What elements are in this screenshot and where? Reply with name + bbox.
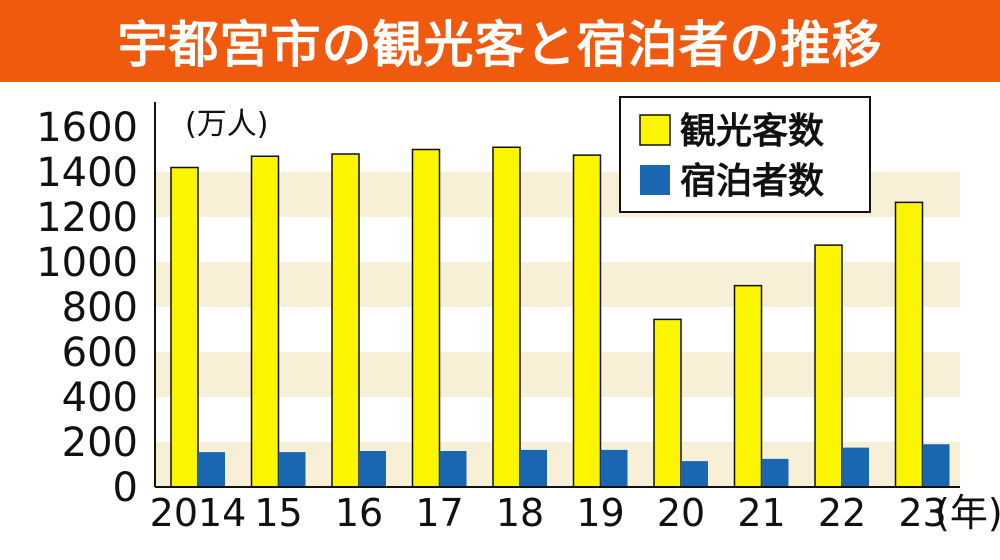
y-tick-label: 800 — [62, 285, 138, 331]
x-tick-label: 19 — [576, 491, 624, 535]
chart-title: 宇都宮市の観光客と宿泊者の推移 — [117, 16, 883, 74]
bar-overnight — [681, 461, 708, 487]
bar-tourists — [894, 201, 924, 488]
x-tick-label: 18 — [496, 491, 544, 535]
bar-overnight — [439, 451, 467, 487]
y-tick-label: 200 — [62, 420, 138, 466]
bar-tourists — [411, 148, 441, 488]
x-tick-label: 23 — [898, 491, 946, 535]
bars — [170, 146, 950, 488]
x-tick-label: 17 — [415, 491, 463, 535]
bar-overnight — [278, 452, 306, 487]
y-tick-label: 400 — [62, 375, 138, 421]
bar-tourists — [492, 146, 521, 488]
bar-tourists — [814, 244, 843, 488]
bar-overnight — [922, 444, 950, 487]
bar-tourists — [170, 166, 199, 488]
y-tick-label: 0 — [113, 465, 138, 511]
legend: 観光客数 宿泊者数 — [619, 96, 871, 213]
bar-tourists — [733, 284, 763, 488]
y-tick-label: 1600 — [36, 105, 138, 151]
bar-tourists — [331, 153, 360, 488]
bar-overnight — [842, 447, 869, 487]
legend-label-tourists: 観光客数 — [680, 111, 824, 152]
bar-overnight — [520, 449, 547, 487]
y-tick-label: 1400 — [36, 150, 138, 196]
legend-label-overnight: 宿泊者数 — [680, 161, 824, 202]
x-tick-label: 22 — [818, 491, 866, 535]
y-tick-label: 600 — [62, 330, 138, 376]
bar-overnight — [761, 458, 789, 487]
y-axis-unit: (万人) — [185, 107, 268, 142]
x-tick-label: 15 — [254, 491, 302, 535]
legend-swatch-overnight — [640, 165, 670, 195]
bar-tourists — [572, 154, 602, 488]
bar-overnight — [600, 449, 628, 487]
y-tick-label: 1000 — [36, 240, 138, 286]
x-tick-label: 20 — [657, 491, 705, 535]
axes — [154, 102, 960, 488]
x-tick-label: 16 — [335, 491, 383, 535]
legend-swatch-tourists — [639, 114, 671, 146]
bar-tourists — [250, 155, 280, 488]
bar-tourists — [653, 318, 682, 488]
y-tick-label: 1200 — [36, 195, 138, 241]
chart-title-banner: 宇都宮市の観光客と宿泊者の推移 — [0, 0, 1000, 82]
x-tick-label: 21 — [737, 491, 785, 535]
x-axis-unit: (年) — [935, 491, 1000, 535]
x-tick-label: 2014 — [150, 491, 247, 535]
bar-overnight — [198, 452, 225, 487]
bar-overnight — [359, 451, 386, 487]
